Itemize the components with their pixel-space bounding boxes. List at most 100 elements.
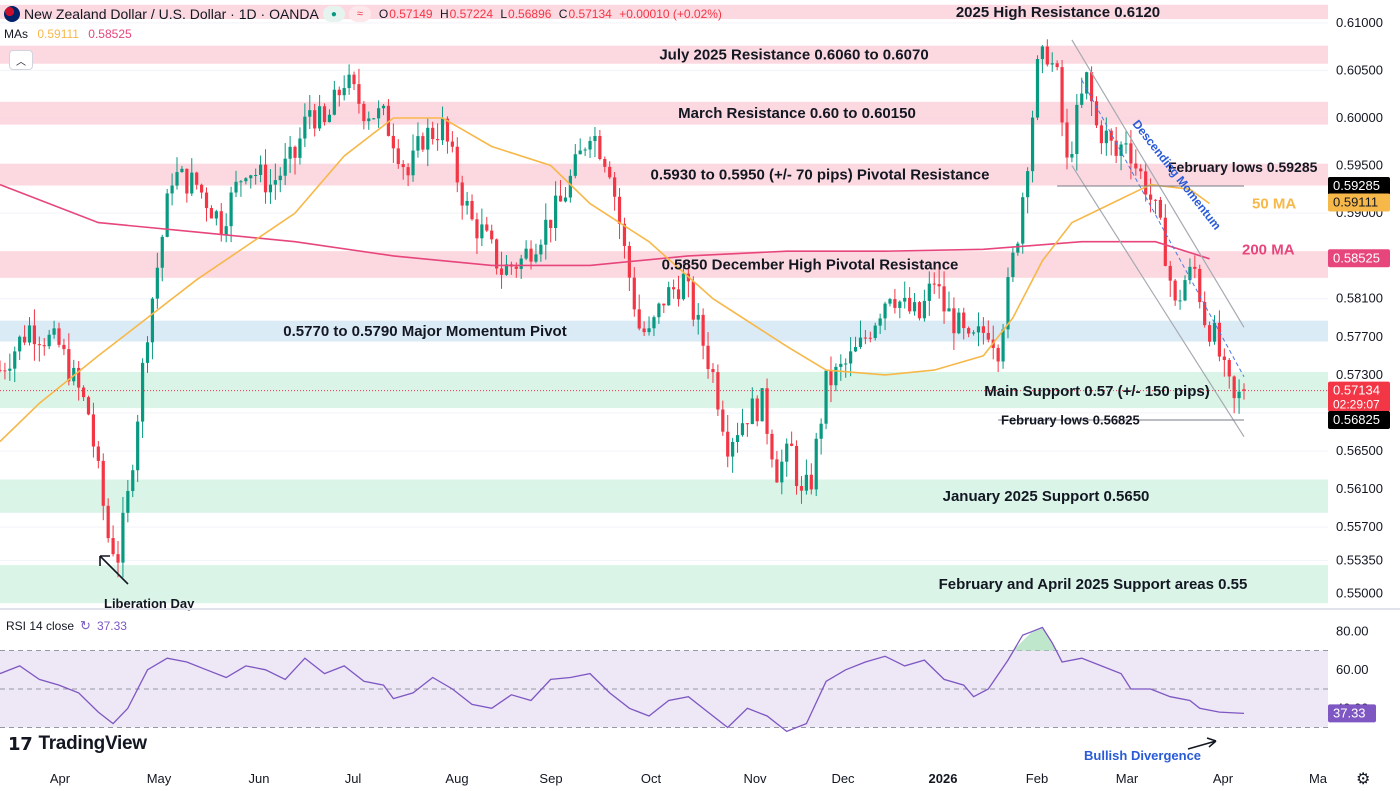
candle bbox=[554, 181, 558, 241]
candle bbox=[524, 240, 528, 261]
candle-body bbox=[883, 303, 887, 319]
candle bbox=[627, 241, 631, 291]
candle bbox=[637, 294, 641, 331]
market-status-icon[interactable]: ● bbox=[322, 6, 345, 22]
candle-body bbox=[268, 184, 273, 193]
price-tick-label: 0.56100 bbox=[1336, 481, 1383, 496]
gear-icon[interactable]: ⚙ bbox=[1356, 771, 1371, 788]
candle bbox=[603, 156, 607, 173]
zone-band-support bbox=[0, 479, 1328, 513]
candle bbox=[696, 303, 700, 335]
ma-legend[interactable]: MAs 0.59111 0.58525 bbox=[4, 27, 132, 41]
candle-body bbox=[244, 178, 248, 182]
candle bbox=[652, 315, 656, 337]
candle bbox=[37, 336, 41, 362]
candle-body bbox=[22, 336, 27, 343]
candle bbox=[863, 330, 867, 345]
candle-body bbox=[775, 459, 779, 483]
candle-body bbox=[578, 150, 582, 155]
tradingview-logo: 𝟭𝟳 TradingView bbox=[8, 733, 147, 755]
candle bbox=[136, 414, 140, 482]
candle bbox=[121, 496, 125, 578]
candle bbox=[1094, 96, 1099, 129]
candle bbox=[878, 313, 882, 334]
candle bbox=[1183, 275, 1187, 302]
price-badge-label: 0.59285 bbox=[1333, 178, 1380, 193]
candle bbox=[1026, 167, 1030, 214]
candle-body bbox=[549, 219, 553, 229]
candle-body bbox=[1144, 171, 1148, 195]
candle bbox=[1080, 77, 1084, 109]
candle bbox=[268, 169, 273, 204]
candle bbox=[1070, 141, 1074, 163]
candle-body bbox=[32, 325, 37, 345]
refresh-icon[interactable]: ↻ bbox=[80, 618, 91, 633]
candle-body bbox=[873, 325, 877, 338]
candle bbox=[81, 385, 86, 401]
rsi-badge bbox=[1328, 704, 1376, 723]
candle-body bbox=[401, 164, 405, 168]
candle-body bbox=[809, 474, 813, 490]
candle bbox=[150, 297, 155, 360]
time-tick-label: Jul bbox=[345, 771, 362, 786]
candle bbox=[593, 126, 597, 158]
candle bbox=[180, 165, 184, 173]
collapse-legend-button[interactable]: ︿ bbox=[9, 50, 33, 70]
candle bbox=[332, 80, 336, 116]
candle bbox=[86, 395, 91, 416]
price-tick-label: 0.57700 bbox=[1336, 329, 1383, 344]
candle-body bbox=[1188, 266, 1192, 281]
candle bbox=[1232, 375, 1236, 414]
candle bbox=[1227, 357, 1231, 389]
candle bbox=[731, 437, 735, 473]
candle bbox=[588, 136, 592, 159]
candle bbox=[1040, 45, 1045, 74]
candle bbox=[853, 336, 858, 353]
zone-label: March Resistance 0.60 to 0.60150 bbox=[678, 105, 916, 122]
wave-icon[interactable]: ≈ bbox=[348, 6, 371, 22]
candle-body bbox=[637, 309, 641, 329]
candle-body bbox=[27, 325, 32, 343]
candle-body bbox=[1207, 325, 1212, 342]
candle bbox=[976, 312, 981, 347]
candle-body bbox=[721, 409, 725, 432]
symbol-title[interactable]: New Zealand Dollar / U.S. Dollar · 1D · … bbox=[24, 6, 319, 22]
candle bbox=[617, 187, 622, 240]
candle-body bbox=[593, 136, 597, 141]
candle-body bbox=[209, 208, 214, 219]
candle bbox=[971, 330, 976, 336]
candle bbox=[1065, 108, 1069, 170]
candle-body bbox=[1124, 143, 1128, 145]
rsi-label: RSI 14 close bbox=[6, 619, 75, 633]
candle bbox=[1109, 128, 1113, 156]
candle-body bbox=[96, 446, 100, 461]
descending-dashed-line bbox=[1081, 79, 1245, 377]
candle-body bbox=[273, 180, 277, 185]
candle-body bbox=[391, 135, 395, 149]
candle bbox=[539, 239, 543, 262]
candle bbox=[106, 498, 110, 543]
zone-band-pivot bbox=[0, 320, 1328, 342]
candle bbox=[278, 167, 282, 193]
candle bbox=[932, 272, 936, 294]
candle-body bbox=[1011, 252, 1015, 278]
candle-body bbox=[652, 317, 656, 329]
candle-body bbox=[460, 182, 464, 206]
candle-body bbox=[381, 105, 386, 109]
candle-body bbox=[495, 239, 499, 269]
candle bbox=[1021, 192, 1025, 254]
candle bbox=[209, 205, 214, 219]
time-tick-label: Apr bbox=[1213, 771, 1234, 786]
candle bbox=[1242, 383, 1246, 400]
candle-body bbox=[175, 172, 179, 186]
candle-body bbox=[116, 554, 120, 563]
candle-body bbox=[534, 254, 538, 262]
candle bbox=[155, 252, 159, 309]
candle-body bbox=[1109, 130, 1113, 141]
candle-body bbox=[760, 388, 764, 422]
rsi-legend[interactable]: RSI 14 close ↻ 37.33 bbox=[6, 618, 127, 634]
candle-body bbox=[1001, 329, 1005, 362]
candle bbox=[544, 203, 548, 260]
